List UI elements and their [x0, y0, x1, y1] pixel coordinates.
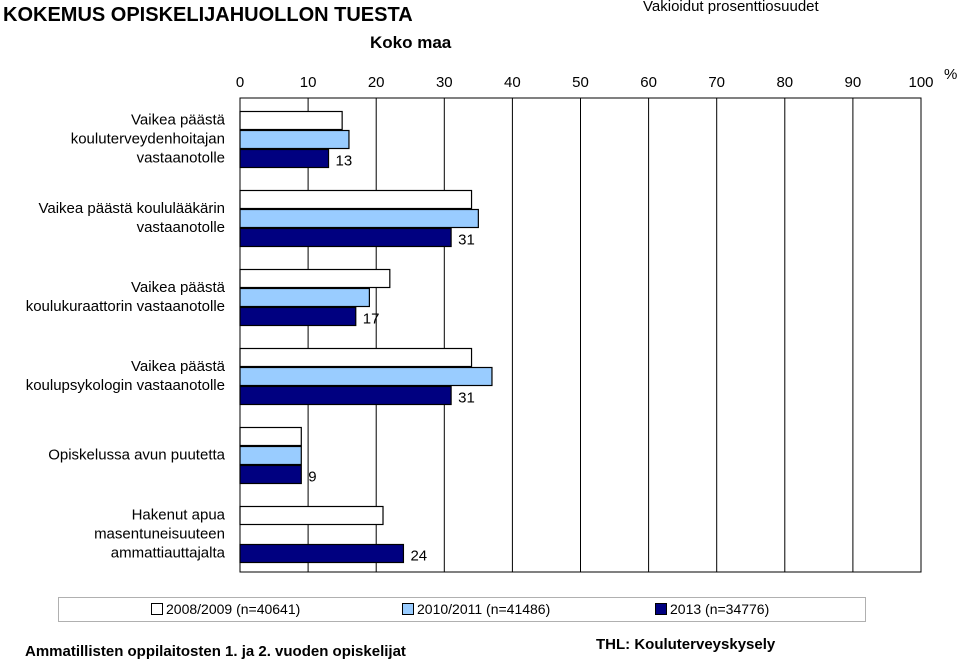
category-label-4-line-2: koulupsykologin vastaanotolle	[26, 377, 225, 394]
category-label-1-line-2: kouluterveydenhoitajan	[71, 131, 225, 148]
legend-item-2013: 2013 (n=34776)	[655, 601, 769, 617]
bars	[239, 110, 493, 564]
x-tick-label-60: 60	[640, 74, 657, 91]
x-tick-label-80: 80	[776, 74, 793, 91]
grid-lines	[239, 97, 922, 573]
category-label-3-line-2: koulukuraattorin vastaanotolle	[26, 298, 225, 315]
bar-2013-cat-5	[239, 464, 302, 485]
bar-2010-cat-5	[239, 445, 302, 466]
bar-2013-cat-6	[239, 543, 405, 564]
category-label-4: Vaikea päästä koulupsykologin vastaanotol…	[26, 358, 226, 394]
bar-2013-cat-1	[239, 148, 330, 169]
x-tick-label-90: 90	[845, 74, 862, 91]
category-label-6-line-3: ammattiauttajalta	[111, 545, 226, 562]
chart-title: KOKEMUS OPISKELIJAHUOLLON TUESTA	[3, 4, 413, 26]
x-tick-label-20: 20	[368, 74, 385, 91]
category-label-5: Opiskelussa avun puutetta	[48, 447, 225, 464]
data-label-cat-5: 9	[308, 469, 316, 486]
legend-item-2008: 2008/2009 (n=40641)	[151, 601, 300, 617]
bar-2010-cat-1	[239, 129, 350, 150]
legend-label-2013: 2013 (n=34776)	[670, 601, 770, 617]
x-tick-label-40: 40	[504, 74, 521, 91]
chart-note: Vakioidut prosenttiosuudet	[643, 0, 819, 15]
legend: 2008/2009 (n=40641) 2010/2011 (n=41486) …	[58, 597, 866, 622]
category-label-3-line-1: Vaikea päästä	[131, 279, 226, 296]
bar-2013-cat-2	[239, 227, 452, 248]
x-tick-label-30: 30	[436, 74, 453, 91]
x-tick-label-50: 50	[572, 74, 589, 91]
category-label-3: Vaikea päästä koulukuraattorin vastaanoto…	[26, 279, 226, 315]
x-unit-label: %	[944, 66, 957, 83]
bar-2008-cat-2	[239, 189, 473, 210]
x-tick-label-10: 10	[300, 74, 317, 91]
data-label-cat-4: 31	[458, 390, 475, 407]
data-label-cat-3: 17	[363, 311, 380, 328]
footer-source: THL: Kouluterveyskysely	[596, 636, 776, 653]
category-labels: Vaikea päästä kouluterveydenhoitajan vasta…	[26, 112, 226, 562]
category-label-6: Hakenut apua masentuneisuuteen ammattiautt…	[94, 507, 226, 562]
x-tick-labels: 0 10 20 30 40 50 60 70 80 90 100%	[236, 66, 958, 91]
legend-swatch-2010	[402, 603, 414, 615]
category-label-1-line-3: vastaanotolle	[137, 150, 225, 167]
legend-label-2008: 2008/2009 (n=40641)	[166, 601, 301, 617]
chart-subtitle: Koko maa	[370, 33, 452, 52]
x-tick-label-100: 100	[908, 74, 933, 91]
data-label-cat-2: 31	[458, 232, 475, 249]
footer-population: Ammatillisten oppilaitosten 1. ja 2. vuo…	[25, 643, 406, 660]
bar-chart: 0 10 20 30 40 50 60 70 80 90 100% Vaikea päästä kou…	[26, 66, 958, 573]
bar-2010-cat-2	[239, 208, 479, 229]
legend-item-2010: 2010/2011 (n=41486)	[402, 601, 550, 617]
category-label-1: Vaikea päästä kouluterveydenhoitajan vasta…	[71, 112, 226, 167]
bar-2008-cat-1	[239, 110, 343, 131]
category-label-2-line-2: vastaanotolle	[137, 219, 225, 236]
legend-label-2010: 2010/2011 (n=41486)	[417, 601, 551, 617]
bar-2008-cat-5	[239, 426, 302, 447]
category-label-5-line-1: Opiskelussa avun puutetta	[48, 447, 225, 464]
category-label-1-line-1: Vaikea päästä	[131, 112, 226, 129]
plot-frame	[239, 97, 922, 573]
category-label-2-line-1: Vaikea päästä koululääkärin	[38, 200, 225, 217]
category-label-6-line-2: masentuneisuuteen	[94, 526, 225, 543]
data-label-cat-1: 13	[336, 153, 353, 170]
legend-swatch-2008	[151, 603, 163, 615]
bar-2008-cat-6	[239, 505, 384, 526]
bar-2013-cat-3	[239, 306, 357, 327]
bar-2010-cat-4	[239, 366, 493, 387]
x-tick-label-70: 70	[708, 74, 725, 91]
category-label-2: Vaikea päästä koululääkärin vastaanotolle	[38, 200, 225, 236]
bar-2008-cat-4	[239, 347, 473, 368]
bar-2010-cat-3	[239, 287, 370, 308]
category-label-4-line-1: Vaikea päästä	[131, 358, 226, 375]
data-labels: 13 31 17 31 9 24	[308, 153, 475, 565]
bar-2013-cat-4	[239, 385, 452, 406]
category-label-6-line-1: Hakenut apua	[132, 507, 226, 524]
x-tick-label-0: 0	[236, 74, 244, 91]
bar-2008-cat-3	[239, 268, 391, 289]
legend-swatch-2013	[655, 603, 667, 615]
data-label-cat-6: 24	[410, 548, 427, 565]
